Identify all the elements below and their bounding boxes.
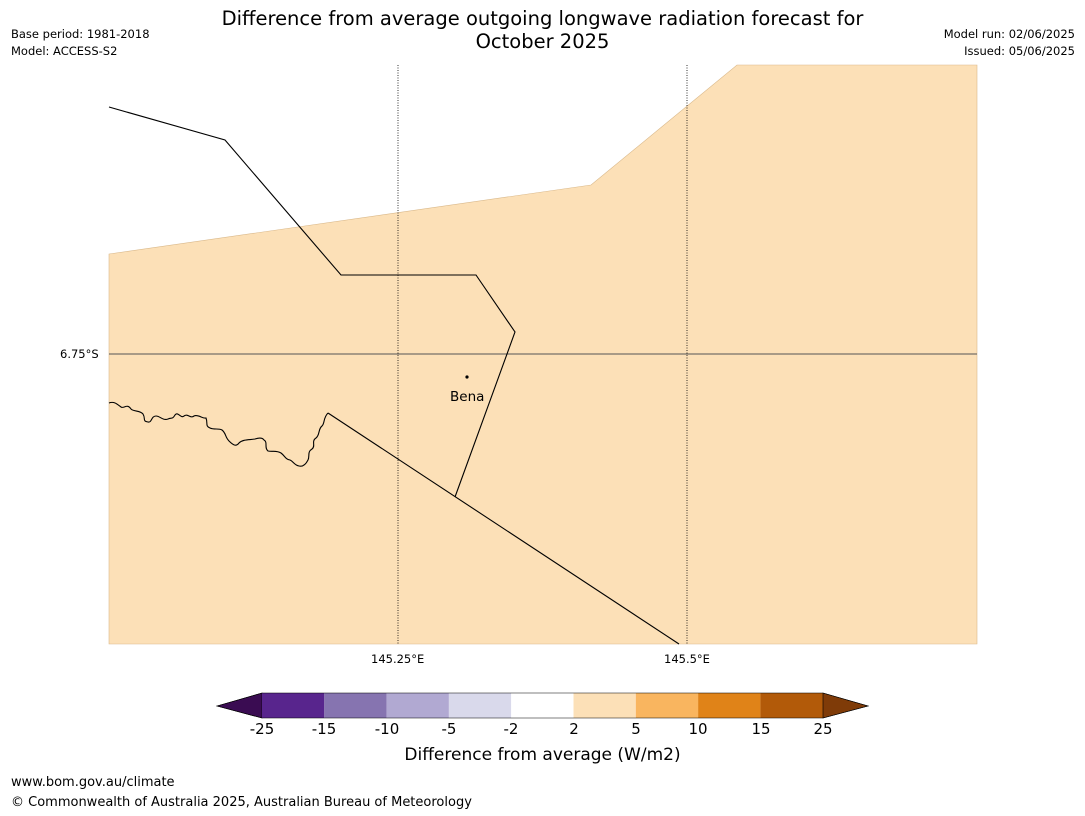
colorbar-outline [215, 692, 870, 719]
colorbar-segment [262, 693, 325, 718]
coastline [108, 401, 329, 467]
province-boundary-north [108, 106, 516, 498]
colorbar-segment [760, 693, 823, 718]
issued-date: Issued: 05/06/2025 [964, 44, 1075, 58]
colorbar-tick: -15 [311, 720, 337, 738]
lat-label-6-75s: 6.75°S [60, 347, 99, 361]
lon-label-145-5e: 145.5°E [664, 652, 710, 666]
anomaly-fill-2-to-5 [108, 64, 978, 645]
footer-copyright: © Commonwealth of Australia 2025, Austra… [11, 795, 472, 810]
province-boundary-south [327, 412, 680, 645]
colorbar-segment [698, 693, 761, 718]
bena-marker [465, 375, 469, 379]
title-line-2: October 2025 [475, 30, 610, 53]
colorbar-label: Difference from average (W/m2) [404, 745, 681, 765]
lon-label-145-25e: 145.25°E [371, 652, 425, 666]
colorbar-tick: 2 [569, 720, 579, 738]
title-line-1: Difference from average outgoing longwav… [221, 7, 864, 30]
place-label-bena: Bena [450, 389, 485, 405]
colorbar-tick: 15 [751, 720, 771, 738]
colorbar-extend-low [215, 692, 263, 719]
meta-right: Model run: 02/06/2025 Issued: 05/06/2025 [944, 26, 1075, 60]
colorbar-tick: -25 [249, 720, 275, 738]
colorbar-tick: -10 [374, 720, 400, 738]
colorbar-extend-high [822, 692, 870, 719]
model-run: Model run: 02/06/2025 [943, 27, 1075, 41]
colorbar-segment [573, 693, 636, 718]
colorbar-tick: 25 [813, 720, 833, 738]
colorbar-segment [635, 693, 699, 718]
meta-left: Base period: 1981-2018 Model: ACCESS-S2 [11, 26, 150, 60]
colorbar-segment [324, 693, 387, 718]
colorbar-segment [386, 693, 449, 718]
model-name: Model: ACCESS-S2 [11, 44, 118, 58]
colorbar [215, 692, 870, 719]
colorbar-tick: -5 [441, 720, 457, 738]
colorbar-segment [511, 693, 574, 718]
colorbar-segment [448, 693, 512, 718]
colorbar-tick: 5 [631, 720, 641, 738]
colorbar-tick: 10 [688, 720, 708, 738]
footer-url[interactable]: www.bom.gov.au/climate [11, 775, 175, 790]
map-title: Difference from average outgoing longwav… [0, 7, 1085, 53]
colorbar-tick: -2 [503, 720, 519, 738]
base-period: Base period: 1981-2018 [11, 27, 150, 41]
